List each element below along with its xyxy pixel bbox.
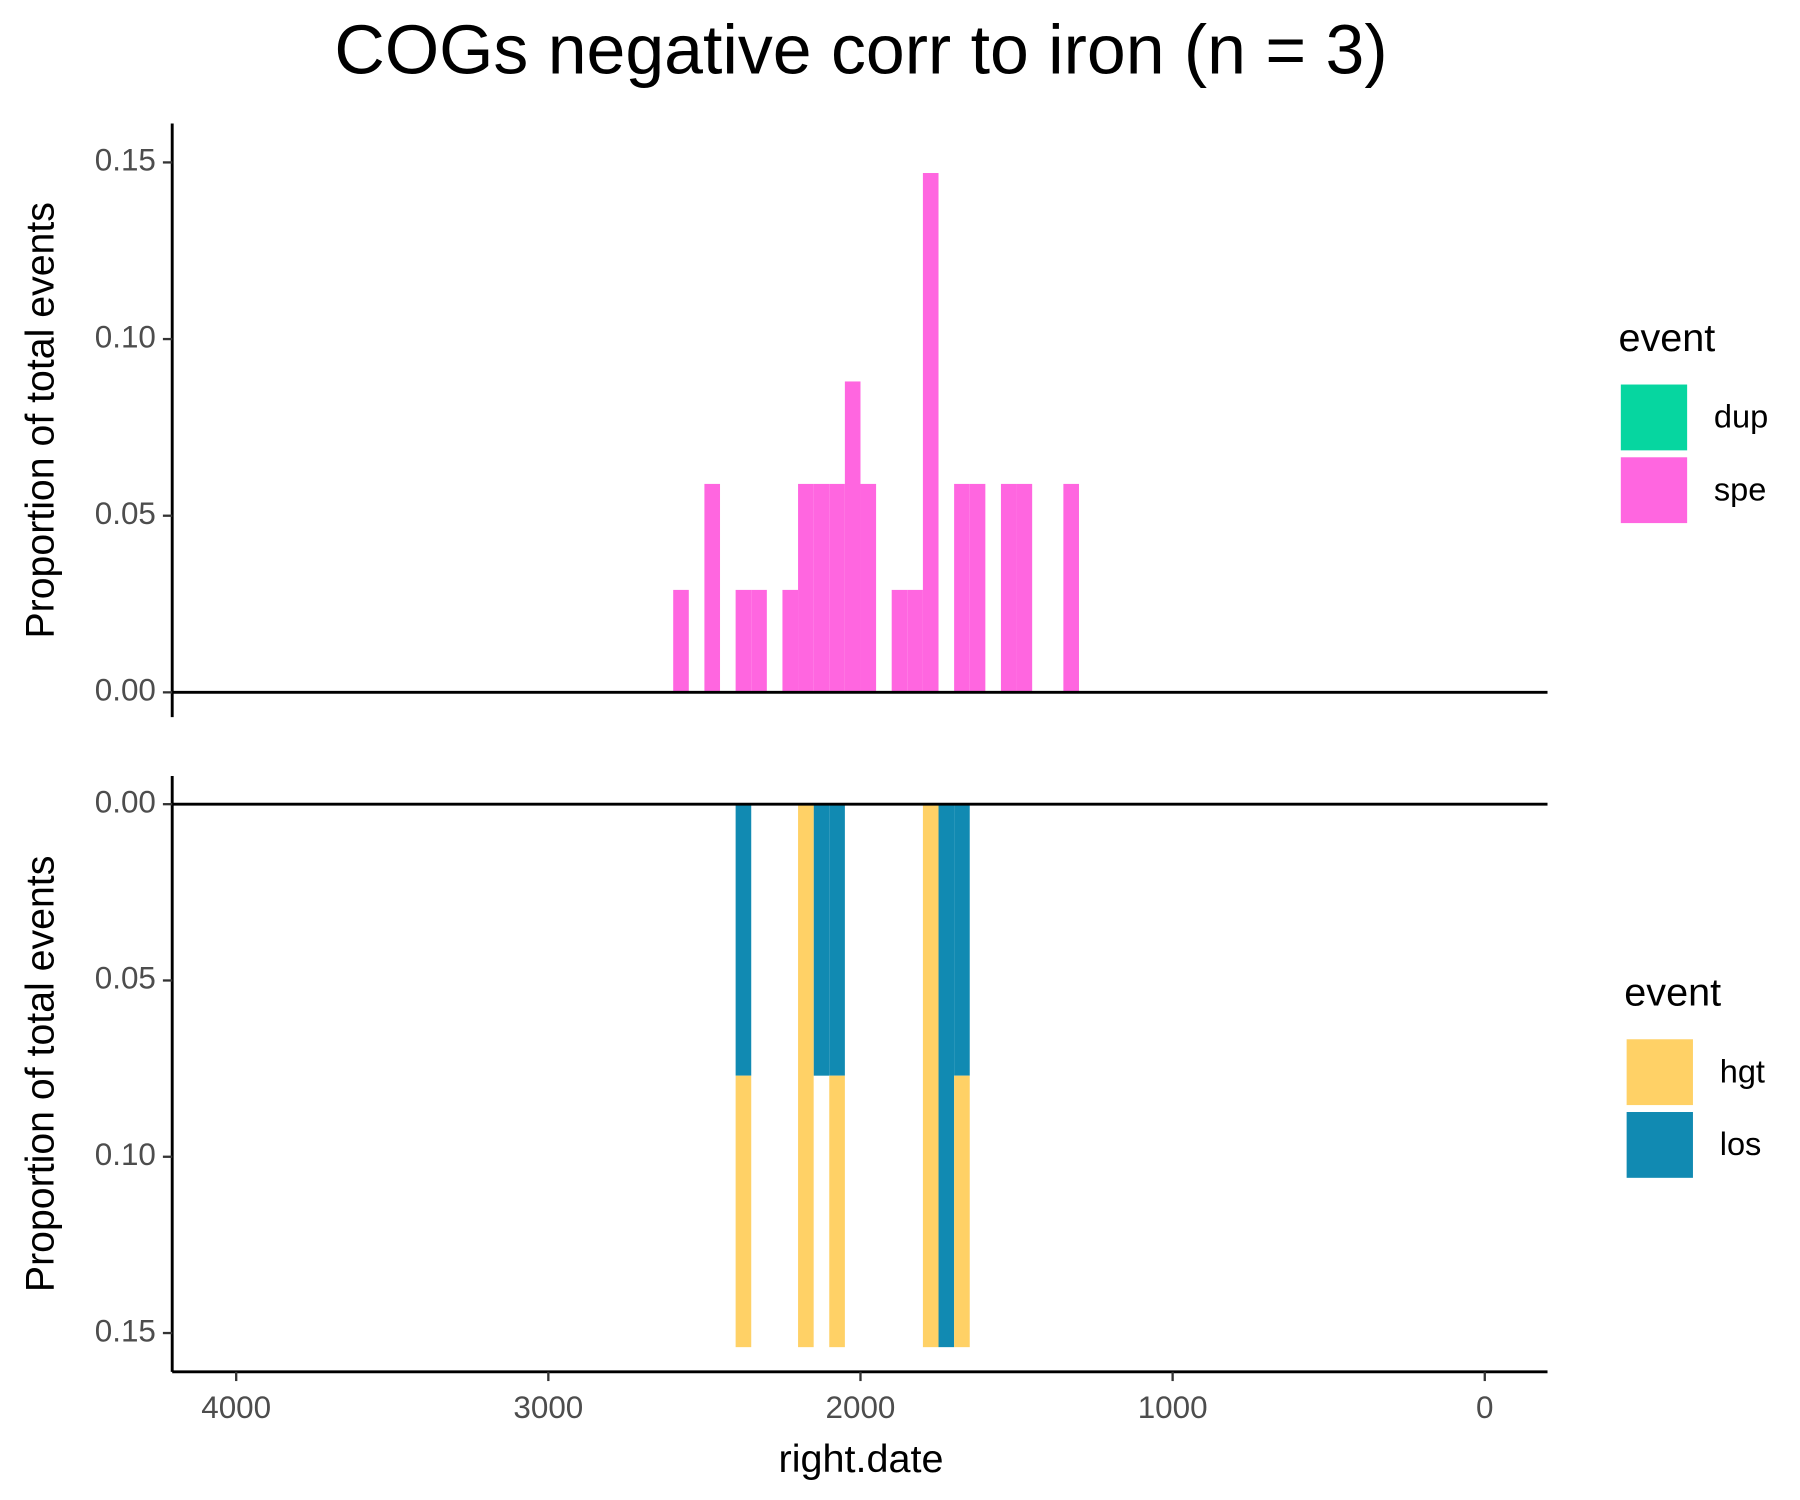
y-tick-label: 0.05 (95, 961, 156, 996)
bar (829, 483, 845, 693)
x-axis-label: right.date (779, 1437, 944, 1481)
bar (954, 804, 970, 1076)
bar (798, 483, 814, 693)
y-tick-label: 0.05 (95, 496, 156, 531)
bar (1000, 483, 1017, 693)
bar (954, 483, 970, 693)
y-axis-label: Proportion of total events (18, 202, 62, 638)
bar (735, 804, 752, 1076)
bar (829, 804, 845, 1076)
bar (938, 804, 955, 1348)
bar (673, 589, 689, 693)
y-tick-label: 0.10 (95, 1137, 156, 1172)
legend-label: dup (1714, 399, 1768, 435)
bar (860, 483, 877, 693)
bar (735, 1075, 752, 1348)
legend-label: hgt (1720, 1054, 1765, 1090)
x-tick-label: 3000 (513, 1390, 583, 1425)
legend-key (1620, 384, 1688, 451)
bar (829, 1075, 845, 1348)
legend-title: event (1624, 971, 1721, 1015)
legend-label: los (1720, 1126, 1762, 1162)
y-tick-label: 0.15 (95, 1313, 156, 1348)
bar (782, 589, 799, 693)
bar (1016, 483, 1033, 693)
x-tick-label: 4000 (201, 1390, 271, 1425)
y-tick-label: 0.10 (95, 319, 156, 354)
legend-key (1626, 1039, 1693, 1106)
y-tick-label: 0.00 (95, 673, 156, 708)
x-tick-label: 2000 (826, 1390, 896, 1425)
bar (954, 1075, 970, 1348)
legend-label: spe (1714, 472, 1767, 508)
legend-key (1620, 457, 1688, 524)
bar (735, 589, 752, 693)
bar (813, 804, 830, 1076)
x-tick-label: 0 (1476, 1390, 1493, 1425)
bar (798, 804, 814, 1348)
bar (891, 589, 908, 693)
y-tick-label: 0.00 (95, 785, 156, 820)
bar (844, 381, 861, 693)
bar (813, 483, 830, 693)
legend-title: event (1618, 316, 1715, 360)
bar (751, 589, 767, 693)
chart-title: COGs negative corr to iron (n = 3) (334, 11, 1387, 89)
bar (704, 483, 721, 693)
x-tick-label: 1000 (1138, 1390, 1208, 1425)
y-tick-label: 0.15 (95, 143, 156, 178)
bar (922, 173, 939, 693)
bar (907, 589, 923, 693)
bar (969, 483, 986, 693)
bar (922, 804, 939, 1348)
legend-key (1626, 1112, 1693, 1178)
bar (1063, 483, 1079, 693)
y-axis-label: Proportion of total events (18, 856, 62, 1292)
